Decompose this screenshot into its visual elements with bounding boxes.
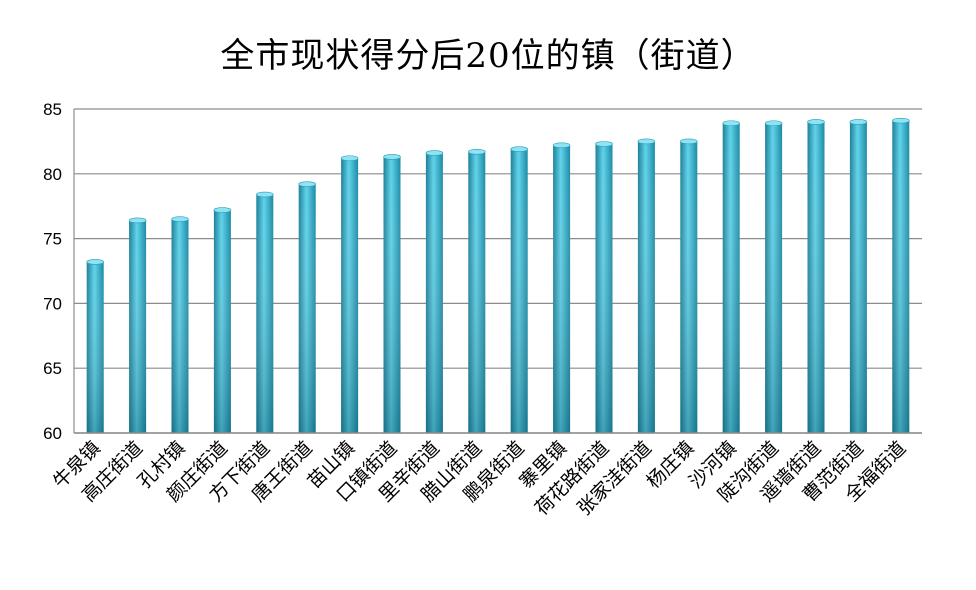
bar-cap [807,119,825,125]
bar-cap [764,120,783,127]
bar [722,120,741,434]
bar-shade [595,143,613,433]
bar-shade [553,145,571,433]
bar-shade [213,210,231,433]
bar-cap [552,142,571,149]
bar-cap [340,155,359,162]
bar [807,119,825,434]
bar-cap [298,181,317,187]
bar-cap [467,148,486,155]
bar-cap [171,216,189,222]
bar-shade [637,141,655,433]
y-tick-label: 65 [43,359,62,378]
bar-shade [171,219,189,433]
bar-cap [425,150,444,156]
bar-shade [680,141,698,433]
bar [595,141,613,433]
bar-shade [256,194,274,433]
bar-cap [891,117,910,124]
bar [340,155,359,434]
bar-shade [722,123,740,434]
bar [849,119,868,434]
bar-cap [255,191,274,198]
bar-cap [679,138,698,145]
bar-shade [425,153,443,433]
bar [552,142,571,433]
bar-shade [807,121,825,434]
bar-cap [213,207,232,213]
bar [128,217,147,433]
bar-shade [341,158,359,434]
bar-cap [86,259,104,265]
bar-shade [765,123,783,434]
x-tick-label: 杨庄镇 [642,437,698,493]
bar [764,120,783,434]
bar-cap [637,138,656,145]
y-tick-label: 70 [43,294,62,313]
bar-cap [722,120,741,127]
bar-shade [129,220,147,433]
bar [255,191,274,433]
bar-shade [86,261,104,433]
bar-shade [468,151,486,433]
bar [86,259,104,433]
chart-title: 全市现状得分后20位的镇（街道） [220,36,756,76]
y-tick-label: 75 [43,230,62,249]
bar [213,207,232,433]
bar-cap [383,154,401,160]
bar-shade [892,120,910,433]
bar-shade [383,156,401,433]
bar [298,181,317,433]
bar [171,216,189,433]
bar-shade [849,121,867,434]
bar-cap [510,146,529,152]
bar [383,154,401,433]
bar-shade [298,184,316,433]
bar-cap [595,141,613,147]
bar-shade [510,149,528,433]
y-tick-label: 60 [43,424,62,443]
bar [637,138,656,433]
bar [679,138,698,433]
bar-cap [849,119,868,125]
y-tick-label: 80 [43,165,62,184]
y-tick-label: 85 [43,100,62,119]
bar [510,146,529,433]
bar [467,148,486,433]
bar [425,150,444,433]
bar-cap [128,217,147,224]
bar [891,117,910,433]
